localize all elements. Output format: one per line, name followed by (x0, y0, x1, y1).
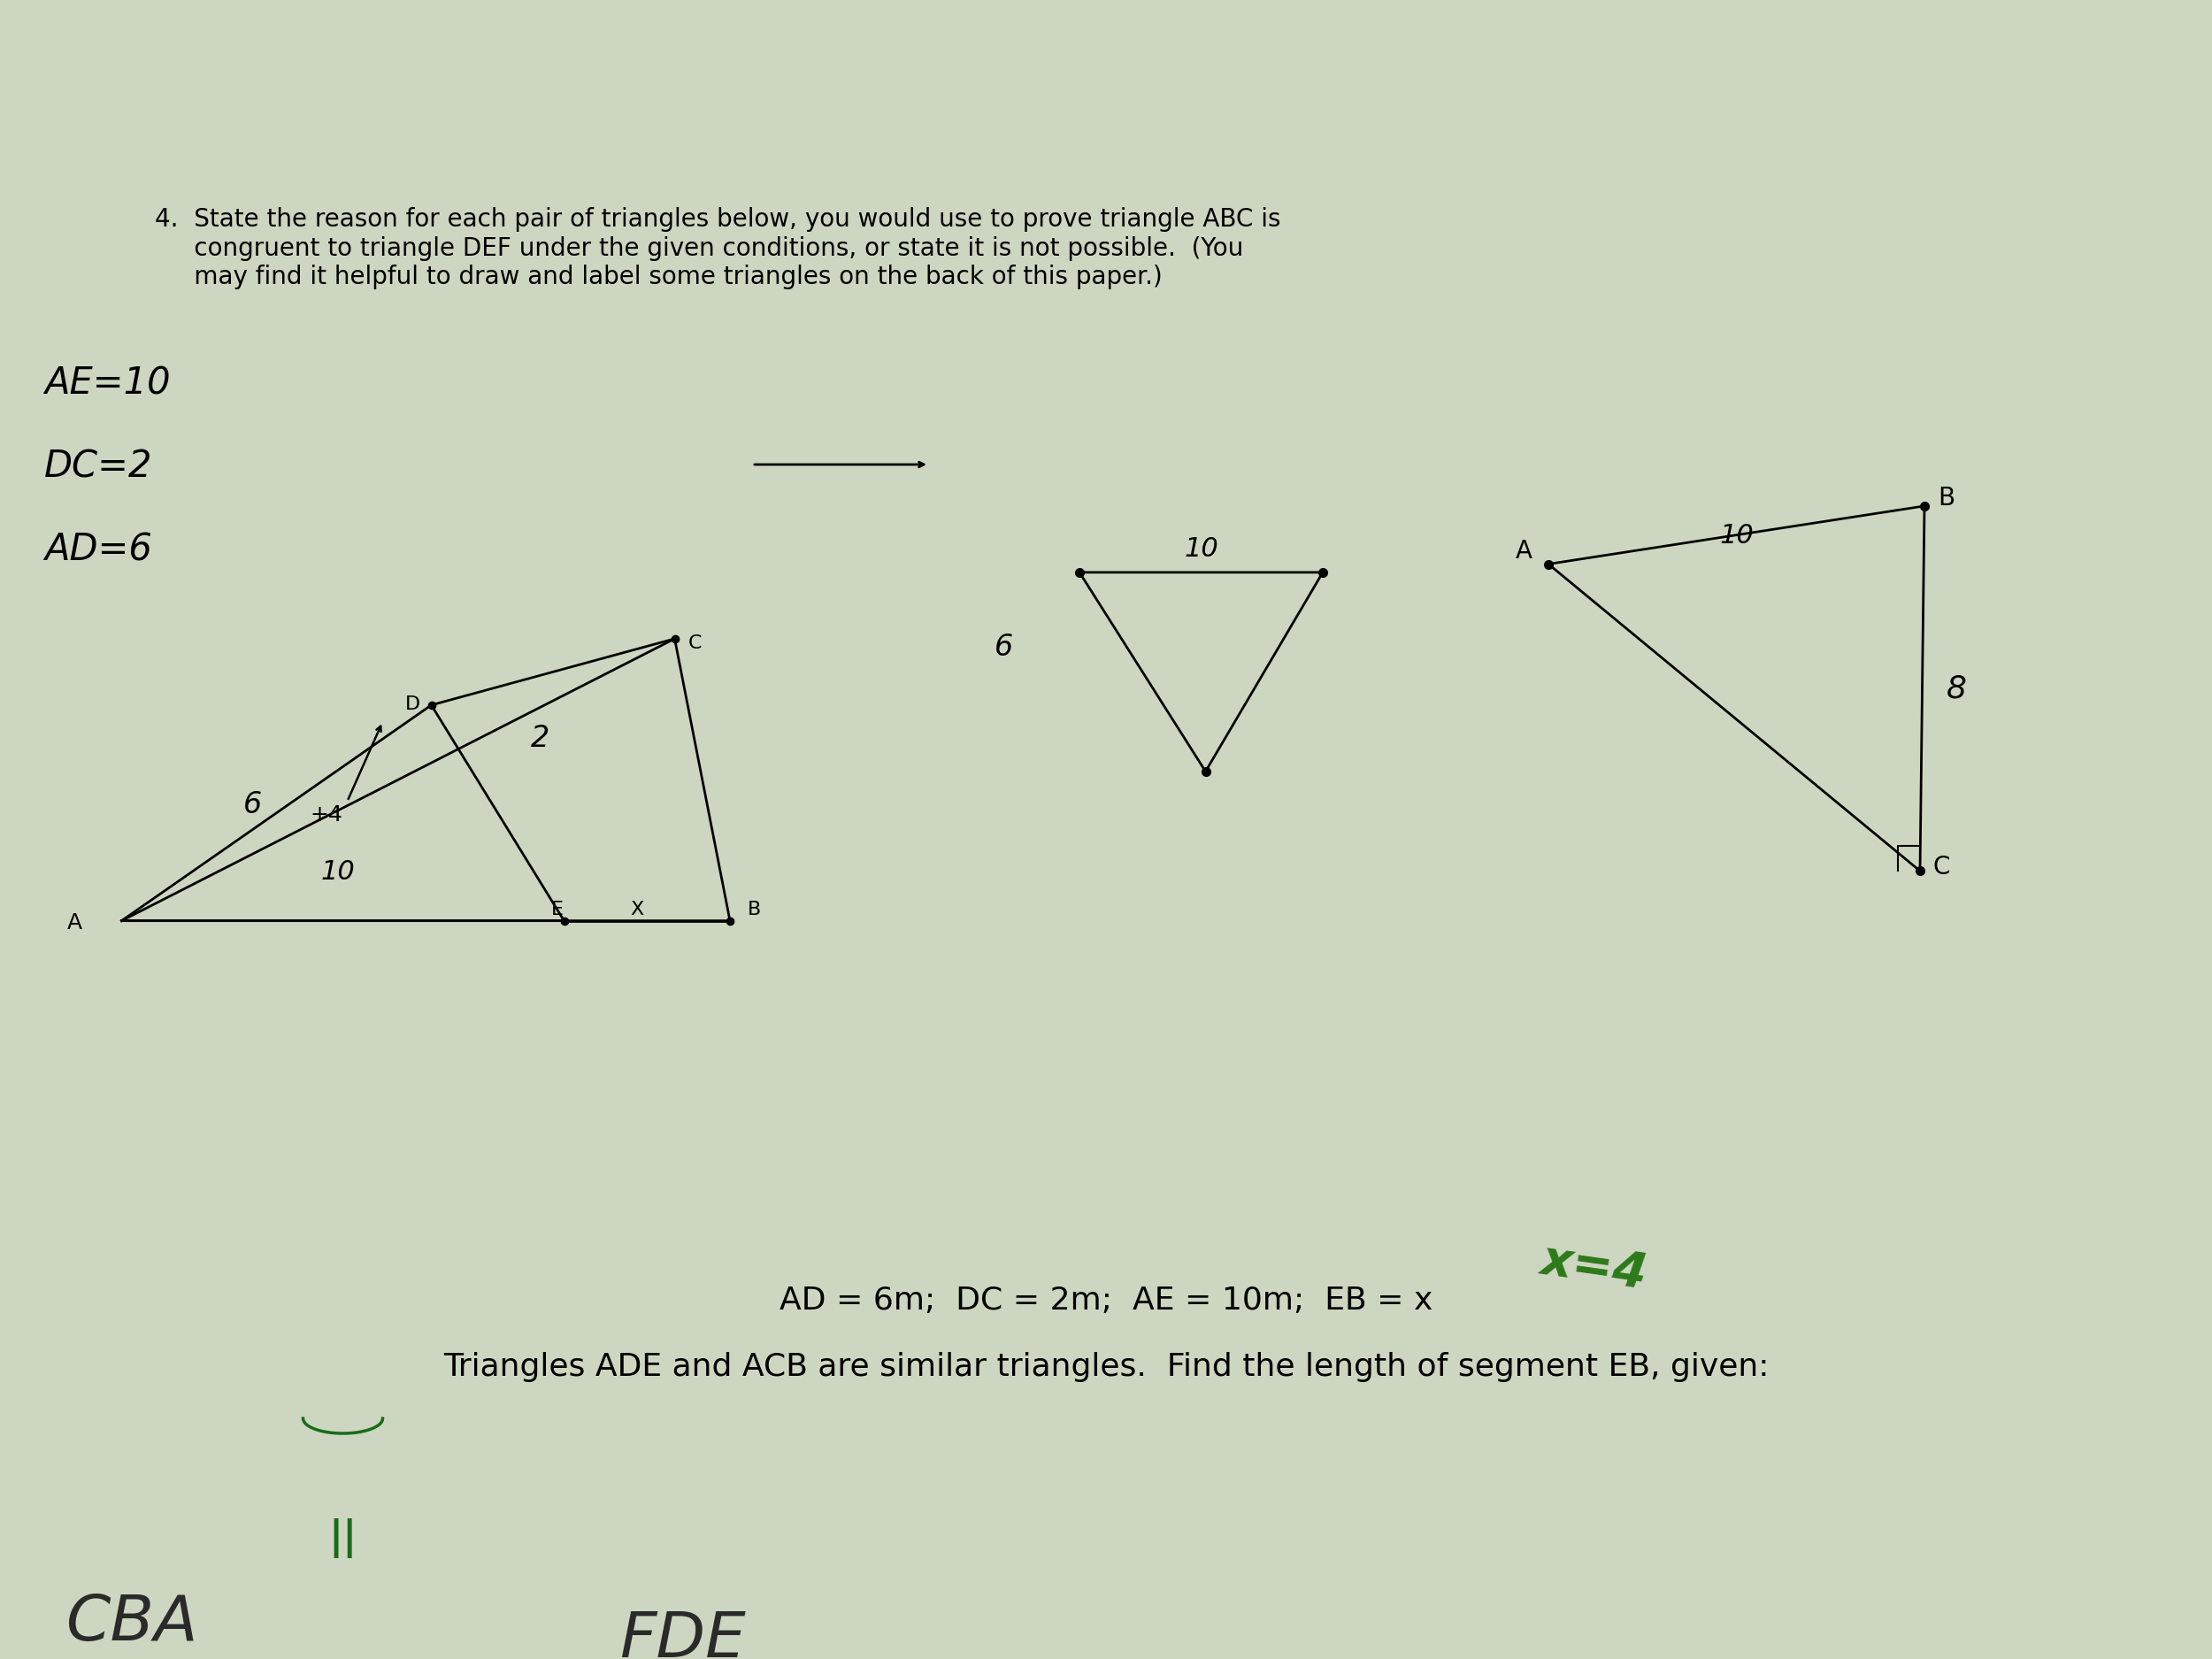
Text: AD = 6m;  DC = 2m;  AE = 10m;  EB = x: AD = 6m; DC = 2m; AE = 10m; EB = x (779, 1286, 1433, 1316)
Text: 8: 8 (1947, 674, 1966, 703)
Text: E: E (551, 901, 564, 919)
Text: AD=6: AD=6 (44, 531, 153, 567)
Text: B: B (748, 901, 761, 919)
Text: Triangles ADE and ACB are similar triangles.  Find the length of segment EB, giv: Triangles ADE and ACB are similar triang… (442, 1352, 1770, 1382)
Text: 10: 10 (321, 859, 354, 884)
Text: X: X (630, 901, 644, 919)
Text: B: B (1938, 486, 1955, 511)
Text: AE=10: AE=10 (44, 365, 170, 401)
Text: ||: || (330, 1518, 356, 1558)
Text: 10: 10 (1183, 536, 1219, 561)
Text: +4: +4 (310, 805, 343, 826)
Text: C: C (688, 634, 701, 652)
Text: FDE: FDE (619, 1609, 745, 1659)
Text: C: C (1933, 854, 1951, 879)
Text: D: D (405, 695, 420, 713)
Text: 10: 10 (1719, 523, 1754, 547)
Text: A: A (1515, 539, 1533, 564)
Text: 6: 6 (243, 790, 263, 820)
Text: x=4: x=4 (1537, 1236, 1650, 1297)
Text: DC=2: DC=2 (44, 448, 153, 484)
Text: A: A (66, 912, 82, 934)
Text: 2: 2 (531, 723, 549, 753)
Text: CBA: CBA (66, 1593, 199, 1654)
Text: 6: 6 (995, 632, 1013, 662)
Text: 4.  State the reason for each pair of triangles below, you would use to prove tr: 4. State the reason for each pair of tri… (155, 207, 1281, 289)
